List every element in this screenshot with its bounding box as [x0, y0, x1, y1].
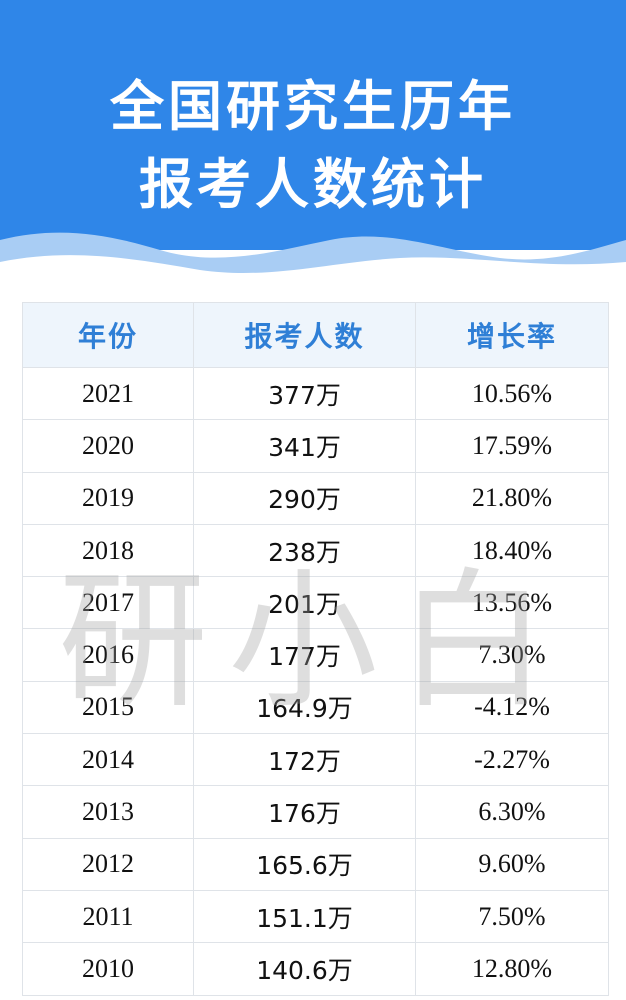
table-row: 2014 172万 -2.27% [22, 733, 609, 787]
header-banner [0, 0, 626, 280]
table-cell: 2011 [22, 889, 194, 944]
table-cell: 2010 [22, 942, 194, 996]
table-cell: 377万 [193, 366, 416, 421]
table-cell: 10.56% [415, 366, 609, 421]
table-cell: 177万 [193, 628, 416, 682]
table-cell: 2015 [22, 680, 194, 735]
table-cell: 201万 [193, 576, 416, 630]
table-row: 2021 377万 10.56% [22, 366, 609, 421]
table-row: 2013 176万 6.30% [22, 785, 609, 839]
table-cell: -4.12% [415, 680, 609, 735]
table-row: 2018 238万 18.40% [22, 523, 609, 578]
table-cell: 2019 [22, 471, 194, 525]
column-header: 报考人数 [193, 302, 416, 368]
table-cell: 164.9万 [193, 680, 416, 735]
table-cell: 2020 [22, 419, 194, 473]
table-row: 2020 341万 17.59% [22, 419, 609, 473]
table-row: 2015 164.9万 -4.12% [22, 680, 609, 735]
column-header: 年份 [22, 302, 194, 368]
table-row: 2011 151.1万 7.50% [22, 889, 609, 944]
table-cell: -2.27% [415, 733, 609, 787]
table-cell: 172万 [193, 733, 416, 787]
table-cell: 2018 [22, 523, 194, 578]
table-row: 2017 201万 13.56% [22, 576, 609, 630]
table-row: 2019 290万 21.80% [22, 471, 609, 525]
table-cell: 140.6万 [193, 942, 416, 996]
table-cell: 238万 [193, 523, 416, 578]
table-cell: 2016 [22, 628, 194, 682]
data-table: 年份 报考人数 增长率 2021 377万 10.56% 2020 341万 17.59% 20… [22, 302, 609, 996]
table-cell: 17.59% [415, 419, 609, 473]
title-line: 全国研究生历年 [110, 75, 516, 138]
table-cell: 18.40% [415, 523, 609, 578]
table-cell: 290万 [193, 471, 416, 525]
table-cell: 341万 [193, 419, 416, 473]
table-cell: 6.30% [415, 785, 609, 839]
table-row: 2012 165.6万 9.60% [22, 837, 609, 891]
table-cell: 165.6万 [193, 837, 416, 891]
table-cell: 9.60% [415, 837, 609, 891]
table-cell: 2012 [22, 837, 194, 891]
table-cell: 151.1万 [193, 889, 416, 944]
table-row: 2010 140.6万 12.80% [22, 942, 609, 996]
title-line: 报考人数统计 [139, 153, 487, 216]
table-cell: 7.30% [415, 628, 609, 682]
table-cell: 2021 [22, 366, 194, 421]
table-cell: 2013 [22, 785, 194, 839]
header-row: 年份 报考人数 增长率 [22, 302, 609, 368]
column-header: 增长率 [415, 302, 609, 368]
table-cell: 12.80% [415, 942, 609, 996]
table-cell: 2014 [22, 733, 194, 787]
table-cell: 2017 [22, 576, 194, 630]
table-cell: 7.50% [415, 889, 609, 944]
table-cell: 176万 [193, 785, 416, 839]
table-cell: 13.56% [415, 576, 609, 630]
table-cell: 21.80% [415, 471, 609, 525]
table-row: 2016 177万 7.30% [22, 628, 609, 682]
